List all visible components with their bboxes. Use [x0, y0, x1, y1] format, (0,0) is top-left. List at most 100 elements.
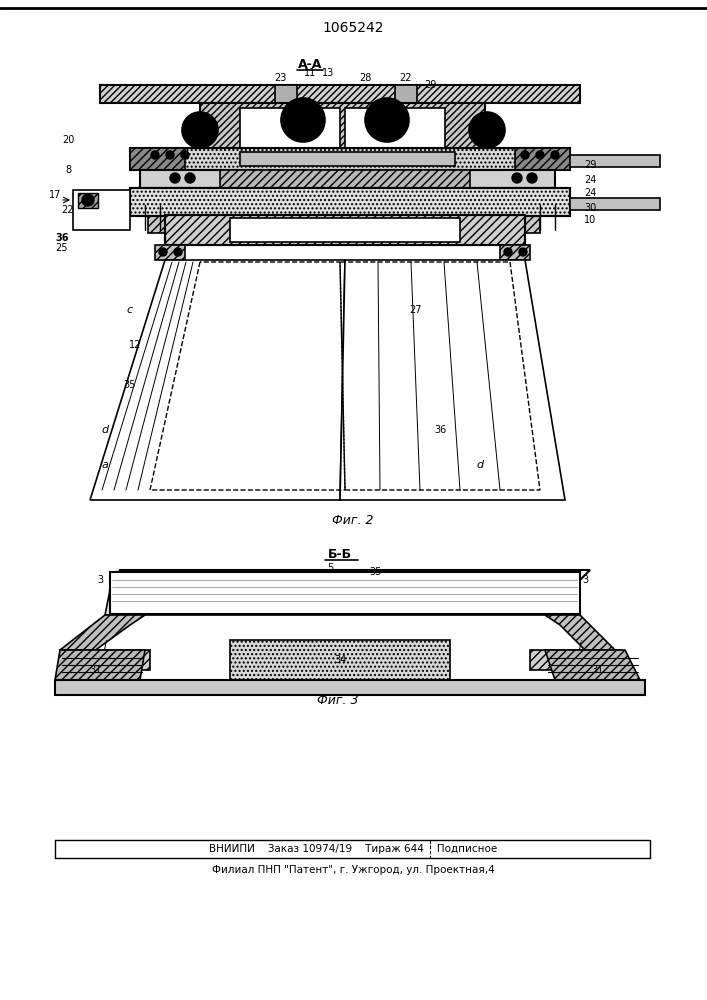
- Circle shape: [504, 248, 512, 256]
- Circle shape: [185, 173, 195, 183]
- Text: 29: 29: [423, 80, 436, 90]
- Text: 35: 35: [369, 567, 381, 577]
- Text: 20: 20: [62, 135, 74, 145]
- Circle shape: [181, 151, 189, 159]
- Text: 27: 27: [409, 305, 421, 315]
- Text: 34: 34: [334, 655, 346, 665]
- Text: 5: 5: [327, 563, 333, 573]
- Circle shape: [159, 248, 167, 256]
- Text: 23: 23: [274, 73, 286, 83]
- Bar: [395, 85, 417, 120]
- Bar: [165, 215, 525, 245]
- Circle shape: [519, 248, 527, 256]
- Circle shape: [479, 122, 495, 138]
- Polygon shape: [60, 615, 145, 665]
- Circle shape: [281, 98, 325, 142]
- Circle shape: [377, 110, 397, 130]
- Circle shape: [192, 122, 208, 138]
- Bar: [275, 85, 297, 120]
- Text: 24: 24: [584, 175, 596, 185]
- Circle shape: [365, 98, 409, 142]
- Bar: [130, 188, 570, 216]
- Bar: [240, 152, 455, 166]
- Circle shape: [521, 151, 529, 159]
- Bar: [240, 108, 340, 156]
- Text: 11: 11: [304, 68, 316, 78]
- Text: 36: 36: [55, 233, 69, 243]
- Bar: [570, 155, 660, 167]
- Polygon shape: [105, 590, 580, 615]
- Bar: [130, 148, 570, 170]
- Text: Фиг. 2: Фиг. 2: [332, 514, 374, 526]
- Circle shape: [512, 173, 522, 183]
- Text: a: a: [102, 460, 108, 470]
- Text: 10: 10: [584, 215, 596, 225]
- Bar: [200, 103, 485, 163]
- Text: 24: 24: [584, 188, 596, 198]
- Text: 28: 28: [359, 73, 371, 83]
- Circle shape: [469, 112, 505, 148]
- Bar: [230, 218, 460, 242]
- Polygon shape: [55, 650, 145, 680]
- Bar: [55, 680, 645, 695]
- Bar: [100, 85, 580, 103]
- Bar: [110, 572, 580, 614]
- Text: j: j: [578, 640, 582, 650]
- Text: c: c: [127, 305, 133, 315]
- Circle shape: [551, 151, 559, 159]
- Text: А-А: А-А: [298, 58, 322, 72]
- Circle shape: [527, 173, 537, 183]
- Circle shape: [170, 173, 180, 183]
- Polygon shape: [545, 615, 615, 665]
- Bar: [155, 245, 185, 260]
- Bar: [78, 193, 98, 208]
- Bar: [148, 188, 178, 233]
- Circle shape: [174, 248, 182, 256]
- Text: Филиал ПНП "Патент", г. Ужгород, ул. Проектная,4: Филиал ПНП "Патент", г. Ужгород, ул. Про…: [211, 865, 494, 875]
- Text: 30: 30: [584, 203, 596, 213]
- Bar: [140, 170, 555, 188]
- Bar: [130, 188, 570, 216]
- Circle shape: [85, 197, 91, 203]
- Polygon shape: [340, 260, 565, 500]
- Bar: [530, 650, 620, 670]
- Text: 22: 22: [399, 73, 411, 83]
- Text: ВНИИПИ    Заказ 10974/19    Тираж 644    Подписное: ВНИИПИ Заказ 10974/19 Тираж 644 Подписно…: [209, 844, 497, 854]
- Bar: [515, 148, 570, 170]
- Circle shape: [536, 151, 544, 159]
- Text: 3: 3: [97, 575, 103, 585]
- Text: 8: 8: [65, 165, 71, 175]
- Text: d: d: [101, 425, 109, 435]
- Bar: [165, 215, 525, 245]
- Text: 31: 31: [89, 665, 101, 675]
- Circle shape: [166, 151, 174, 159]
- Bar: [345, 108, 445, 156]
- Text: j: j: [103, 640, 107, 650]
- Text: 31: 31: [591, 665, 603, 675]
- Circle shape: [82, 194, 94, 206]
- Text: 29: 29: [584, 160, 596, 170]
- Text: 3: 3: [582, 575, 588, 585]
- Bar: [220, 170, 470, 188]
- Text: 12: 12: [129, 340, 141, 350]
- Bar: [500, 245, 530, 260]
- Text: 22: 22: [62, 205, 74, 215]
- Bar: [510, 188, 540, 233]
- Text: Фиг. 3: Фиг. 3: [317, 694, 358, 706]
- Text: d: d: [477, 460, 484, 470]
- Text: 35: 35: [124, 380, 136, 390]
- Bar: [60, 650, 150, 670]
- Bar: [570, 198, 660, 210]
- Bar: [230, 640, 450, 680]
- Text: 25: 25: [56, 243, 69, 253]
- Circle shape: [182, 112, 218, 148]
- Circle shape: [151, 151, 159, 159]
- Circle shape: [293, 110, 313, 130]
- Text: Б-Б: Б-Б: [328, 548, 352, 562]
- Polygon shape: [90, 260, 345, 500]
- Text: 1065242: 1065242: [322, 21, 384, 35]
- Polygon shape: [545, 650, 640, 680]
- Bar: [130, 148, 185, 170]
- Text: 36: 36: [434, 425, 446, 435]
- Text: 13: 13: [322, 68, 334, 78]
